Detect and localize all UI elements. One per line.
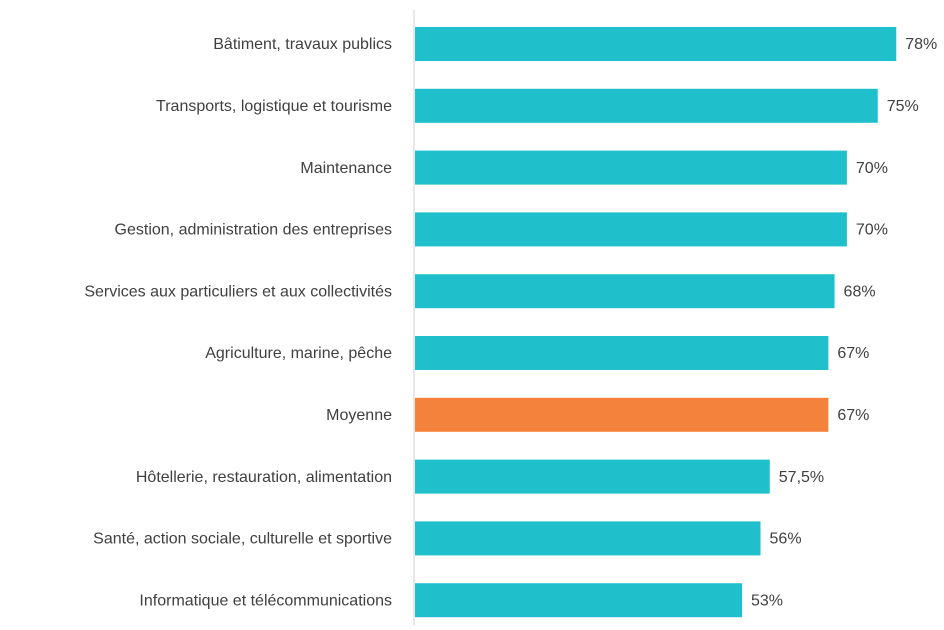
value-label: 68% bbox=[844, 283, 876, 300]
category-label: Maintenance bbox=[300, 160, 392, 177]
bar bbox=[415, 274, 835, 309]
category-label: Bâtiment, travaux publics bbox=[213, 36, 392, 53]
category-label: Informatique et télécommunications bbox=[139, 592, 392, 609]
category-label: Moyenne bbox=[326, 407, 392, 424]
bar bbox=[415, 150, 847, 185]
category-label: Agriculture, marine, pêche bbox=[205, 345, 392, 362]
bar bbox=[415, 336, 829, 370]
bar bbox=[415, 583, 743, 618]
value-label: 70% bbox=[856, 222, 888, 239]
bar bbox=[415, 88, 878, 123]
bar bbox=[415, 459, 770, 494]
value-label: 70% bbox=[856, 160, 888, 177]
value-label: 56% bbox=[770, 531, 802, 548]
value-label: 67% bbox=[837, 345, 869, 362]
value-label: 78% bbox=[905, 36, 937, 53]
bar bbox=[415, 397, 829, 432]
value-label: 75% bbox=[887, 98, 919, 115]
category-label: Hôtellerie, restauration, alimentation bbox=[136, 469, 392, 486]
category-label: Services aux particuliers et aux collect… bbox=[84, 283, 392, 300]
bar bbox=[415, 27, 897, 61]
bar bbox=[415, 521, 761, 556]
value-label: 67% bbox=[837, 407, 869, 424]
value-label: 53% bbox=[751, 592, 783, 609]
value-label: 57,5% bbox=[779, 469, 824, 486]
category-label: Gestion, administration des entreprises bbox=[115, 222, 392, 239]
bar bbox=[415, 212, 847, 247]
category-label: Transports, logistique et tourisme bbox=[156, 98, 392, 115]
category-label: Santé, action sociale, culturelle et spo… bbox=[93, 531, 392, 548]
